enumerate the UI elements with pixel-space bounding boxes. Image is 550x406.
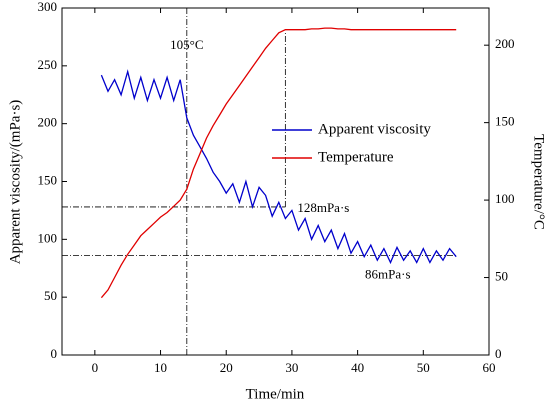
y-tick-label: 250	[38, 57, 58, 72]
y-tick-label: 200	[38, 115, 58, 130]
x-tick-label: 20	[220, 360, 233, 375]
y-tick-label: 150	[38, 172, 58, 187]
annotation: 128mPa·s	[297, 200, 349, 215]
y-tick-label: 50	[44, 288, 57, 303]
annotation: 105°C	[170, 37, 203, 52]
x-axis-label: Time/min	[246, 386, 305, 402]
y2-tick-label: 0	[495, 346, 502, 361]
y2-axis-label: Temperature/°C	[531, 134, 547, 230]
y-axis-label: Apparent viscosity/(mPa·s)	[7, 100, 23, 265]
y-tick-label: 0	[51, 346, 58, 361]
y-tick-label: 100	[38, 230, 58, 245]
series-line	[100, 69, 457, 265]
y2-tick-label: 50	[495, 269, 508, 284]
y2-tick-label: 200	[495, 36, 515, 51]
y2-tick-label: 100	[495, 191, 515, 206]
x-tick-label: 60	[483, 360, 496, 375]
legend-label: Apparent viscosity	[318, 121, 431, 137]
x-tick-label: 50	[417, 360, 430, 375]
x-tick-label: 30	[285, 360, 298, 375]
x-tick-label: 0	[92, 360, 99, 375]
y-tick-label: 300	[38, 0, 58, 14]
x-tick-label: 40	[351, 360, 364, 375]
annotation: 86mPa·s	[365, 267, 411, 282]
legend-label: Temperature	[318, 149, 394, 165]
series-line	[100, 27, 457, 299]
x-tick-label: 10	[154, 360, 167, 375]
plot-frame	[61, 7, 490, 356]
y2-tick-label: 150	[495, 114, 515, 129]
